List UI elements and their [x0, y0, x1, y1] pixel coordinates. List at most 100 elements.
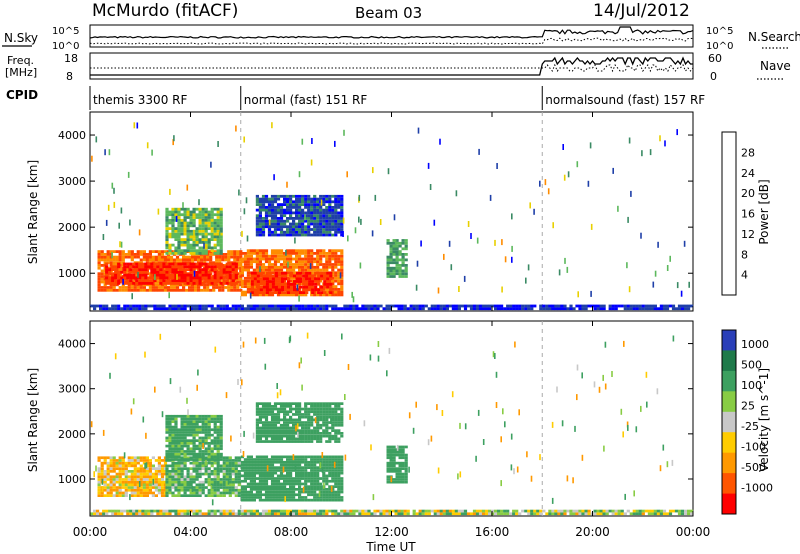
heatmap-cell — [231, 512, 235, 516]
heatmap-cell — [129, 512, 133, 516]
heatmap-cell — [130, 494, 134, 497]
heatmap-cell — [389, 451, 393, 454]
heatmap-cell — [328, 219, 332, 223]
heatmap-cell — [195, 428, 199, 432]
heatmap-cell — [225, 304, 229, 308]
heatmap-cell — [614, 304, 618, 308]
heatmap-cell — [276, 415, 281, 419]
heatmap-cell — [239, 264, 243, 267]
sparse-echo — [455, 190, 458, 197]
heatmap-cell — [222, 470, 226, 473]
heatmap-cell — [334, 263, 338, 266]
heatmap-cell — [246, 249, 250, 253]
heatmap-cell — [100, 272, 104, 276]
heatmap-cell — [310, 485, 314, 488]
heatmap-cell — [212, 288, 216, 292]
heatmap-cell — [325, 429, 329, 432]
heatmap-cell — [255, 307, 259, 311]
heatmap-cell — [139, 486, 143, 489]
heatmap-cell — [182, 286, 186, 289]
heatmap-cell — [135, 265, 139, 269]
heatmap-cell — [265, 285, 270, 289]
heatmap-cell — [191, 286, 195, 289]
heatmap-cell — [304, 423, 308, 427]
heatmap-cell — [292, 263, 296, 266]
heatmap-cell — [392, 459, 396, 462]
heatmap-cell — [328, 460, 332, 464]
heatmap-cell — [180, 218, 184, 222]
heatmap-cell — [386, 241, 390, 245]
heatmap-cell — [195, 472, 199, 476]
heatmap-cell — [261, 463, 266, 467]
heatmap-cell — [276, 249, 281, 253]
heatmap-cell — [129, 273, 133, 277]
heatmap-cell — [145, 483, 149, 487]
heatmap-cell — [334, 260, 338, 264]
heatmap-cell — [249, 466, 253, 469]
heatmap-cell — [225, 307, 229, 311]
heatmap-cell — [463, 304, 468, 308]
heatmap-cell — [270, 214, 275, 218]
heatmap-cell — [180, 229, 184, 233]
heatmap-cell — [398, 272, 402, 276]
heatmap-cell — [265, 280, 270, 283]
heatmap-cell — [157, 483, 161, 487]
heatmap-cell — [171, 276, 175, 280]
heatmap-cell — [301, 496, 305, 499]
heatmap-cell — [201, 428, 205, 432]
heatmap-cell — [109, 253, 113, 256]
heatmap-cell — [304, 254, 308, 258]
heatmap-cell — [213, 491, 217, 495]
heatmap-cell — [207, 227, 211, 230]
heatmap-cell — [392, 456, 396, 460]
heatmap-cell — [262, 277, 267, 281]
heatmap-cell — [97, 456, 101, 460]
heatmap-cell — [194, 255, 198, 259]
heatmap-cell — [118, 472, 122, 476]
heatmap-cell — [189, 509, 193, 513]
heatmap-cell — [97, 288, 101, 292]
heatmap-cell — [267, 463, 272, 467]
heatmap-cell — [121, 486, 125, 489]
heatmap-cell — [237, 475, 241, 479]
heatmap-cell — [310, 437, 314, 441]
heatmap-cell — [231, 459, 235, 462]
heatmap-cell — [100, 288, 104, 292]
heatmap-cell — [319, 455, 323, 459]
heatmap-cell — [267, 211, 272, 215]
heatmap-cell — [328, 208, 332, 212]
heatmap-cell — [243, 463, 247, 467]
heatmap-cell — [97, 255, 101, 259]
heatmap-cell — [204, 232, 208, 236]
heatmap-cell — [213, 221, 217, 225]
heatmap-cell — [273, 496, 278, 499]
heatmap-cell — [154, 283, 158, 287]
heatmap-cell — [198, 442, 202, 445]
heatmap-cell — [154, 494, 158, 497]
heatmap-cell — [258, 496, 262, 499]
heatmap-cell — [289, 429, 293, 432]
heatmap-cell — [227, 250, 231, 253]
heatmap-cell — [157, 461, 161, 465]
heatmap-cell — [234, 262, 238, 266]
heatmap-cell — [337, 197, 341, 201]
heatmap-cell — [189, 238, 193, 241]
heatmap-cell — [180, 470, 184, 473]
heatmap-cell — [310, 493, 314, 497]
heatmap-cell — [313, 482, 317, 486]
heatmap-cell — [237, 512, 241, 516]
heatmap-cell — [231, 307, 235, 311]
heatmap-cell — [114, 265, 118, 269]
cpid-segment-label: normalsound (fast) 157 RF — [545, 93, 705, 107]
heatmap-cell — [310, 455, 314, 459]
heatmap-cell — [174, 486, 178, 489]
heatmap-cell — [240, 279, 244, 283]
heatmap-cell — [310, 477, 314, 480]
heatmap-cell — [171, 447, 175, 451]
heatmap-cell — [389, 250, 393, 253]
heatmap-cell — [295, 228, 299, 231]
heatmap-cell — [210, 464, 214, 468]
heatmap-cell — [298, 415, 302, 419]
heatmap-cell — [325, 257, 329, 261]
heatmap-cell — [102, 307, 106, 311]
